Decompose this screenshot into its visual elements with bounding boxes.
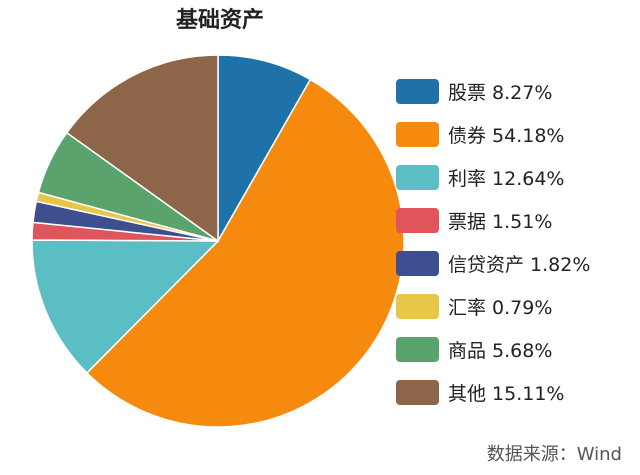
legend-label: 汇率 0.79% <box>448 297 553 319</box>
legend-item-3: 票据 1.51% <box>396 199 590 242</box>
legend-label: 信贷资产 1.82% <box>448 254 591 276</box>
legend-label: 票据 1.51% <box>448 211 553 233</box>
legend-swatch <box>396 251 439 276</box>
legend-item-7: 其他 15.11% <box>396 371 590 414</box>
legend-item-6: 商品 5.68% <box>396 328 590 371</box>
pie-slice-0 <box>217 54 312 244</box>
legend-label: 商品 5.68% <box>448 340 553 362</box>
legend-label: 债券 54.18% <box>448 125 565 147</box>
legend-item-2: 利率 12.64% <box>396 156 590 199</box>
data-source-note: 数据来源：Wind <box>486 444 622 465</box>
legend-swatch <box>396 294 439 319</box>
chart-title: 基础资产 <box>175 8 264 33</box>
legend-swatch <box>396 79 439 104</box>
pie-slice-1 <box>85 78 405 428</box>
legend-swatch <box>396 380 439 405</box>
legend-swatch <box>396 208 439 233</box>
legend: 股票 8.27% 债券 54.18% 利率 12.64% 票据 1.51% 信贷资产 1… <box>396 70 590 414</box>
legend-item-1: 债券 54.18% <box>396 113 590 156</box>
pie-slice-2 <box>31 239 220 374</box>
legend-item-4: 信贷资产 1.82% <box>396 242 590 285</box>
legend-swatch <box>396 337 439 362</box>
legend-item-5: 汇率 0.79% <box>396 285 590 328</box>
legend-swatch <box>396 122 439 147</box>
legend-label: 股票 8.27% <box>448 82 553 104</box>
legend-item-0: 股票 8.27% <box>396 70 590 113</box>
pie-slice-7 <box>65 54 219 243</box>
legend-label: 利率 12.64% <box>448 168 565 190</box>
legend-label: 其他 15.11% <box>448 383 565 405</box>
pie-chart <box>31 54 405 428</box>
legend-swatch <box>396 165 439 190</box>
